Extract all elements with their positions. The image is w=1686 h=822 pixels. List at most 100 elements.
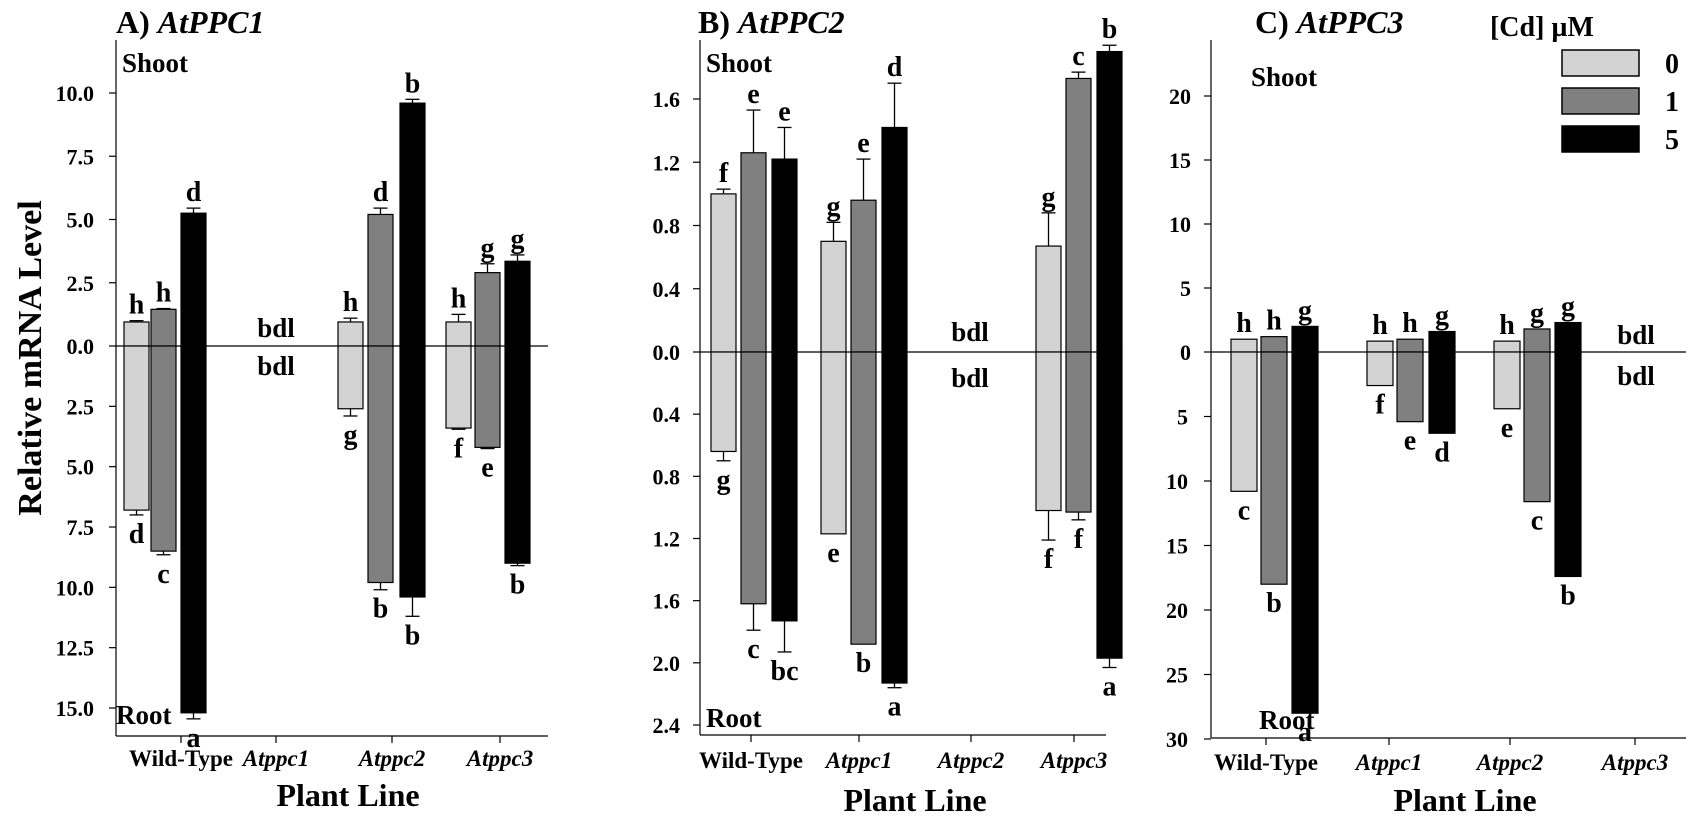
panel-title: A) AtPPC1 xyxy=(116,4,264,40)
panel-gene: AtPPC3 xyxy=(1295,4,1404,40)
y-tick-label: 15 xyxy=(1169,148,1191,173)
significance-letter-root: e xyxy=(827,538,839,569)
significance-letter-shoot: c xyxy=(1072,41,1084,72)
bar-root xyxy=(1396,351,1424,423)
significance-letter-shoot: g xyxy=(1435,301,1449,332)
y-tick-label: 25 xyxy=(1166,663,1188,688)
bar-shoot xyxy=(474,272,501,347)
bar-shoot xyxy=(1396,338,1424,353)
significance-letter-root: c xyxy=(1238,495,1250,526)
bar-shoot xyxy=(399,102,426,347)
bar-shoot xyxy=(1230,338,1258,353)
significance-letter-shoot: g xyxy=(1530,298,1544,329)
shoot-label: Shoot xyxy=(122,48,188,78)
bdl-label-root: bdl xyxy=(951,363,989,393)
y-tick-label: 0.8 xyxy=(653,464,681,489)
chart-panels: A) AtPPC10.02.55.07.510.02.55.07.510.012… xyxy=(56,4,1686,818)
bar-root xyxy=(474,345,501,448)
y-tick-label: 1.2 xyxy=(653,150,681,175)
chart-panel-b: B) AtPPC2 0.0 0.4 0.8 1.2 1.6 0.4 0.8 1.2 1.6 2.0 2… xyxy=(653,4,1123,818)
y-tick-label: 20 xyxy=(1166,598,1188,623)
x-axis-label: Plant Line xyxy=(276,777,419,813)
significance-letter-root: e xyxy=(1404,426,1416,457)
significance-letter-shoot: d xyxy=(186,177,202,208)
y-tick-label: 2.5 xyxy=(67,271,95,296)
bar-shoot xyxy=(445,321,472,347)
significance-letter-shoot: h xyxy=(156,278,172,309)
x-tick-label: Wild-Type xyxy=(1214,750,1318,775)
bar-shoot xyxy=(710,193,737,353)
bar-shoot xyxy=(771,158,798,353)
x-tick-label: Atppc3 xyxy=(465,746,533,771)
y-tick-label: 0.0 xyxy=(653,340,681,365)
y-tick-label: 0.8 xyxy=(653,214,681,239)
bar-root xyxy=(1260,351,1288,585)
significance-letter-shoot: b xyxy=(1102,14,1118,45)
panel-letter: A) xyxy=(116,4,158,40)
significance-letter-shoot: e xyxy=(857,128,869,159)
bar-root xyxy=(150,345,177,552)
y-tick-label: 0.0 xyxy=(67,334,95,359)
bar-root xyxy=(1428,351,1456,434)
bar-shoot xyxy=(180,212,207,347)
x-tick-label: Wild-Type xyxy=(129,746,233,771)
bar-root xyxy=(1096,351,1123,659)
significance-letter-root: b xyxy=(373,594,389,625)
bar-root xyxy=(123,345,150,511)
root-label: Root xyxy=(706,703,762,733)
y-tick-label: 0 xyxy=(1180,340,1191,365)
significance-letter-shoot: e xyxy=(747,79,759,110)
bar-shoot xyxy=(881,126,908,353)
bar-shoot xyxy=(1523,328,1551,353)
shoot-label: Shoot xyxy=(1251,62,1317,92)
y-tick-label: 15 xyxy=(1166,534,1188,559)
significance-letter-shoot: g xyxy=(481,233,495,264)
panel-letter: B) xyxy=(698,4,738,40)
bdl-label-root: bdl xyxy=(1617,361,1655,391)
significance-letter-shoot: h xyxy=(451,283,467,314)
significance-letter-shoot: h xyxy=(129,290,145,321)
bar-root xyxy=(1230,351,1258,492)
significance-letter-shoot: g xyxy=(511,224,525,255)
bdl-label-shoot: bdl xyxy=(951,317,989,347)
y-tick-label: 0.4 xyxy=(653,402,681,427)
significance-letter-root: a xyxy=(888,692,902,723)
bar-shoot xyxy=(504,260,531,347)
bar-shoot xyxy=(740,152,767,353)
root-label: Root xyxy=(116,700,172,730)
bdl-label-shoot: bdl xyxy=(1617,320,1655,350)
y-tick-label: 7.5 xyxy=(67,144,95,169)
y-tick-label: 10 xyxy=(1169,212,1191,237)
significance-letter-root: f xyxy=(1044,544,1054,575)
bar-root xyxy=(445,345,472,429)
y-tick-label: 15.0 xyxy=(56,696,95,721)
y-tick-label: 1.6 xyxy=(653,87,681,112)
significance-letter-root: d xyxy=(129,519,145,550)
x-tick-label: Atppc2 xyxy=(1475,750,1543,775)
significance-letter-shoot: f xyxy=(719,158,729,189)
y-tick-label: 1.6 xyxy=(653,589,681,614)
bar-shoot xyxy=(1366,340,1394,353)
bar-root xyxy=(1035,351,1062,512)
significance-letter-root: f xyxy=(1074,524,1084,555)
significance-letter-root: e xyxy=(481,453,493,484)
y-tick-label: 0.4 xyxy=(653,277,681,302)
y-tick-label: 12.5 xyxy=(56,636,95,661)
significance-letter-root: b xyxy=(510,570,526,601)
legend-swatch xyxy=(1561,49,1640,77)
bdl-label-root: bdl xyxy=(257,351,295,381)
panel-title: B) AtPPC2 xyxy=(698,4,845,40)
bar-shoot xyxy=(1554,321,1582,353)
y-tick-label: 5 xyxy=(1177,405,1188,430)
panel-title: C) AtPPC3 xyxy=(1255,4,1403,40)
significance-letter-shoot: b xyxy=(405,68,421,99)
y-tick-label: 10 xyxy=(1166,469,1188,494)
y-tick-label: 2.5 xyxy=(67,394,95,419)
bar-root xyxy=(1554,351,1582,578)
x-tick-label: Atppc3 xyxy=(1039,748,1107,773)
y-tick-label: 5 xyxy=(1180,276,1191,301)
bar-root xyxy=(710,351,737,453)
y-tick-label: 2.0 xyxy=(653,651,681,676)
x-tick-label: Atppc1 xyxy=(1354,750,1422,775)
bar-shoot xyxy=(1260,336,1288,353)
